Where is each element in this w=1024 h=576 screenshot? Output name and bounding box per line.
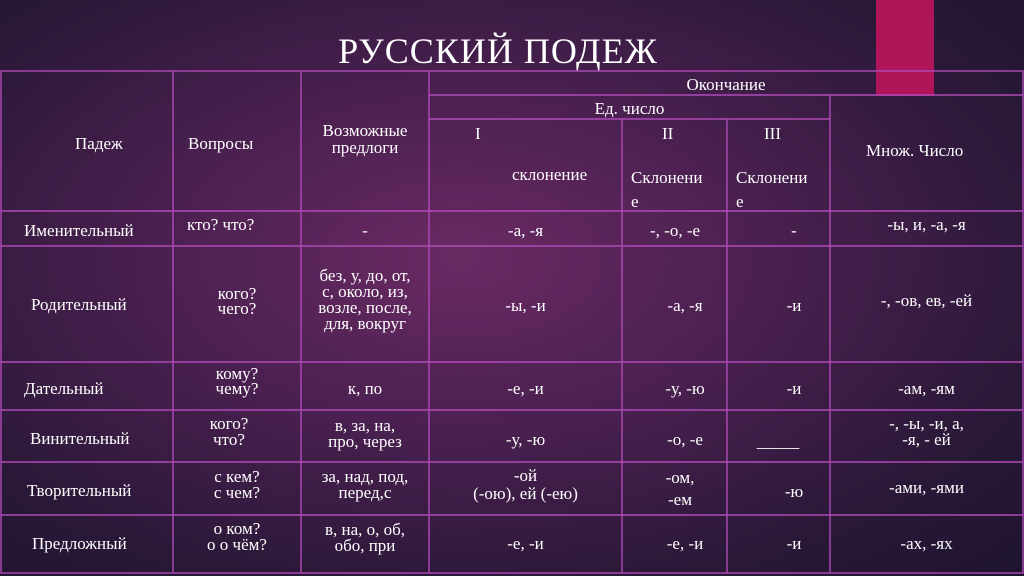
row-questions: кому? чему? <box>173 364 301 398</box>
header-questions: Вопросы <box>188 134 254 153</box>
preposition-line: для, вокруг <box>324 314 406 333</box>
header-prepositions-line-2: предлоги <box>331 138 399 157</box>
header-decl3-number: III <box>764 124 781 143</box>
ending-line: -ем <box>668 490 692 509</box>
preposition-line: с, около, из, <box>322 282 408 301</box>
question-line: с кем? <box>214 467 260 486</box>
row-decl1: -ы, -и <box>505 296 546 315</box>
row-plural: -ам, -ям <box>898 379 955 398</box>
row-decl2: -е, -и <box>666 534 704 553</box>
row-decl3: _____ <box>756 432 800 451</box>
question-line: кого? <box>209 414 249 433</box>
header-case: Падеж <box>75 134 123 153</box>
row-plural: -ы, и, -а, -я <box>887 215 966 234</box>
accent-bar <box>876 0 934 96</box>
header-singular: Ед. число <box>594 99 665 118</box>
row-decl3: -и <box>786 296 802 315</box>
header-decl2-label-line-1: Склонени <box>631 168 703 187</box>
row-questions: о ком? о о чём? <box>173 519 301 554</box>
preposition-line: без, у, до, от, <box>319 266 411 285</box>
header-decl2-number: II <box>662 124 674 143</box>
row-decl1: -ой (-ою), ей (-ею) <box>429 467 622 503</box>
preposition-line: в, на, о, об, <box>324 520 406 539</box>
row-case-genitive: Родительный <box>31 295 127 314</box>
row-decl3: -и <box>786 379 802 398</box>
question-line: кому? <box>215 364 259 383</box>
preposition-line: возле, после, <box>318 298 412 317</box>
ending-line: -ой <box>513 466 538 485</box>
row-decl2: -а, -я <box>667 296 703 315</box>
row-case-instrumental: Творительный <box>27 481 132 500</box>
preposition-line: перед,с <box>338 483 392 502</box>
row-prepositions: в, на, о, об, обо, при <box>301 520 429 555</box>
row-prepositions: в, за, на, про, через <box>301 416 429 451</box>
row-prepositions: без, у, до, от, с, около, из, возле, пос… <box>301 266 429 333</box>
row-decl1: -е, -и <box>507 379 544 398</box>
header-prepositions: Возможные предлоги <box>301 122 429 156</box>
header-decl1-label: склонение <box>512 165 588 184</box>
question-line: чему? <box>215 379 259 398</box>
row-decl2: -у, -ю <box>665 379 705 398</box>
row-decl2: -, -о, -е <box>650 221 701 240</box>
row-case-prepositional: Предложный <box>32 534 127 553</box>
header-prepositions-line-1: Возможные <box>322 121 408 140</box>
question-line: с чем? <box>213 483 261 502</box>
row-case-nominative: Именительный <box>24 221 134 240</box>
header-decl3-label: Склонени е <box>736 166 807 214</box>
row-decl3: - <box>791 221 797 240</box>
question-line: о о чём? <box>207 535 267 554</box>
row-questions: кого? чего? <box>173 284 301 318</box>
row-plural: -, -ов, ев, -ей <box>880 291 973 310</box>
row-plural: -ами, -ями <box>889 478 964 497</box>
row-questions: с кем? с чем? <box>173 467 301 502</box>
question-line: что? <box>213 430 245 449</box>
preposition-line: про, через <box>328 432 402 451</box>
slide-title: РУССКИЙ ПОДЕЖ <box>338 31 658 71</box>
row-decl2: -ом, -ем <box>622 467 738 511</box>
row-decl3: -и <box>786 534 802 553</box>
row-prepositions: - <box>362 221 368 240</box>
plural-line: -, -ы, -и, а, <box>889 414 964 433</box>
plural-line: -я, - ей <box>902 430 951 449</box>
row-questions: кого? что? <box>173 414 285 449</box>
header-decl3-label-line-2: е <box>736 192 744 211</box>
header-decl1-number: I <box>475 124 481 143</box>
preposition-line: обо, при <box>334 536 396 555</box>
row-prepositions: за, над, под, перед,с <box>301 467 429 502</box>
row-prepositions: к, по <box>347 379 383 398</box>
row-decl1: -е, -и <box>507 534 544 553</box>
header-plural: Множ. Число <box>866 141 964 160</box>
header-decl2-label-line-2: е <box>631 192 639 211</box>
question-line: о ком? <box>213 519 261 538</box>
row-decl2: -о, -е <box>667 430 703 449</box>
preposition-line: за, над, под, <box>321 467 409 486</box>
row-plural: -ах, -ях <box>900 534 953 553</box>
row-questions: кто? что? <box>187 215 255 234</box>
header-decl3-label-line-1: Склонени <box>736 168 808 187</box>
row-case-accusative: Винительный <box>30 429 130 448</box>
question-line: кого? <box>217 284 257 303</box>
ending-line: -ом, <box>665 468 695 487</box>
row-plural: -, -ы, -и, а, -я, - ей <box>830 414 1023 449</box>
header-decl2-label: Склонени е <box>631 166 702 214</box>
row-decl3: -ю <box>784 482 804 501</box>
row-decl1: -а, -я <box>507 221 544 240</box>
row-decl1: -у, -ю <box>505 430 546 449</box>
question-line: чего? <box>217 299 257 318</box>
header-ending: Окончание <box>686 75 766 94</box>
row-case-dative: Дательный <box>24 379 104 398</box>
ending-line: (-ою), ей (-ею) <box>473 484 578 503</box>
preposition-line: в, за, на, <box>334 416 396 435</box>
